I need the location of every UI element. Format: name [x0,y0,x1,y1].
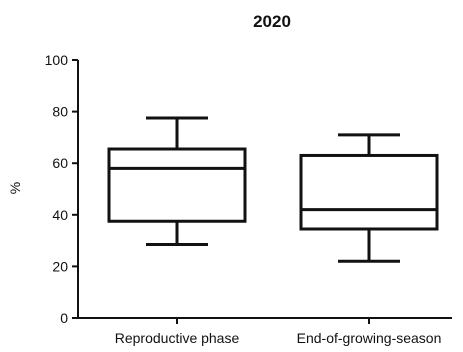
box-plot-item [299,133,439,263]
y-tick-label: 0 [60,310,68,326]
category-label: Reproductive phase [115,330,240,346]
y-axis-label: % [7,182,23,194]
iqr-box [299,153,439,231]
axes [77,60,452,319]
category-label: End-of-growing-season [297,330,442,346]
boxes [107,116,439,263]
y-tick-label: 60 [52,155,68,171]
y-tick-label: 100 [45,52,69,68]
y-tick-label: 40 [52,207,68,223]
y-tick-label: 20 [52,258,68,274]
y-axis-ticks: 0 20 40 60 80 100 [45,52,78,326]
y-tick-label: 80 [52,104,68,120]
iqr-box [107,147,247,223]
box-plot-item [107,116,247,246]
category-labels: Reproductive phase End-of-growing-season [115,318,442,346]
chart-title: 2020 [253,12,291,31]
